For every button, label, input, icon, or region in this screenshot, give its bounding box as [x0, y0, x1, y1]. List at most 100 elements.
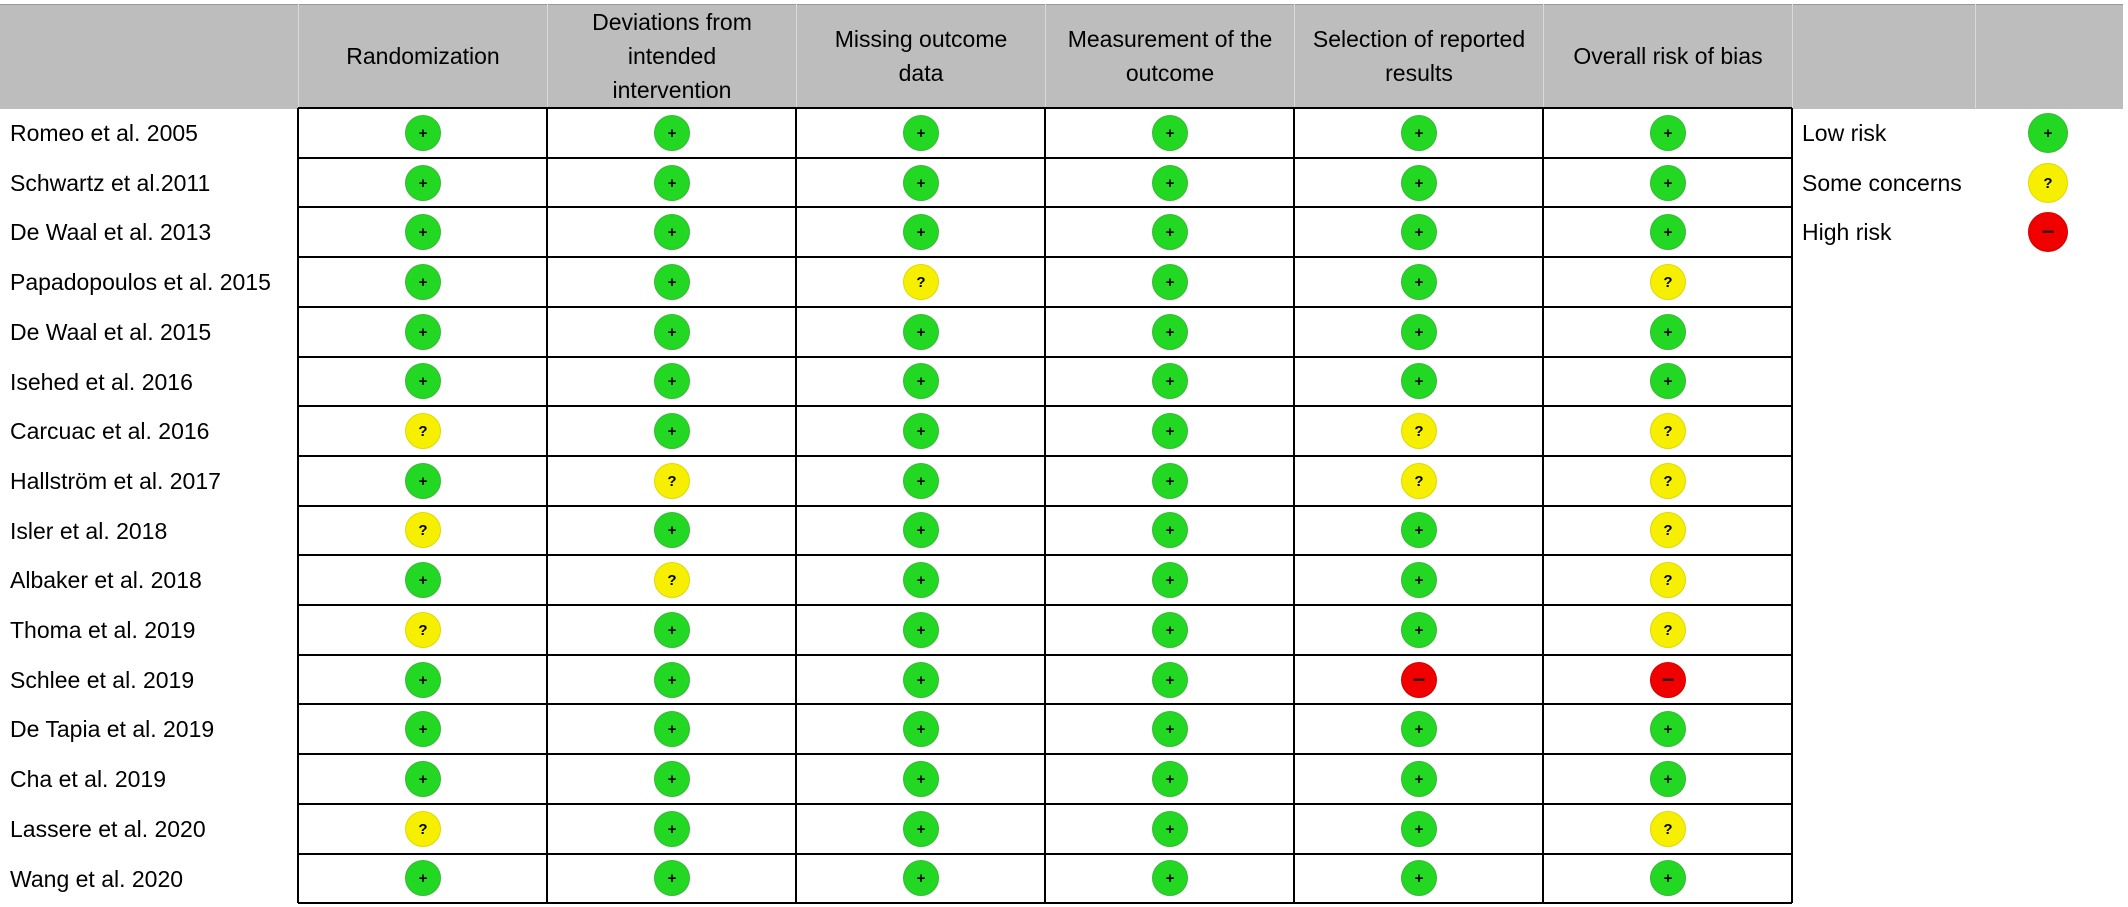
- legend-label-some: Some concerns: [1802, 170, 1962, 196]
- study-label: Schwartz et al.2011: [10, 170, 211, 196]
- study-label: Romeo et al. 2005: [10, 120, 198, 146]
- row-divider: [298, 902, 1792, 904]
- rating-low-marker: +: [654, 413, 690, 449]
- rating-low-marker: +: [1401, 811, 1437, 847]
- rating-low-marker: +: [1650, 214, 1686, 250]
- rating-some-marker: ?: [1650, 612, 1686, 648]
- rating-low-marker: +: [1650, 860, 1686, 896]
- rating-low-marker: +: [1152, 612, 1188, 648]
- rating-low-marker: +: [1152, 115, 1188, 151]
- rating-low-marker: +: [654, 264, 690, 300]
- rating-low-marker: +: [654, 761, 690, 797]
- study-label: De Waal et al. 2013: [10, 219, 212, 245]
- column-divider: [795, 108, 797, 903]
- rating-low-marker: +: [903, 811, 939, 847]
- rating-some-marker: ?: [405, 512, 441, 548]
- rating-low-marker: +: [903, 662, 939, 698]
- rating-low-marker: +: [903, 711, 939, 747]
- study-label: Papadopoulos et al. 2015: [10, 269, 271, 295]
- rating-low-marker: +: [1401, 314, 1437, 350]
- study-label: Cha et al. 2019: [10, 766, 167, 792]
- rating-low-marker: +: [903, 463, 939, 499]
- rating-low-marker: +: [654, 662, 690, 698]
- rating-low-marker: +: [654, 214, 690, 250]
- column-header-label: Randomization: [346, 43, 500, 69]
- rating-low-marker: +: [1152, 214, 1188, 250]
- study-label: De Waal et al. 2015: [10, 319, 212, 345]
- column-header-label: Overall risk of bias: [1573, 43, 1763, 69]
- rating-low-marker: +: [405, 860, 441, 896]
- rating-low-marker: +: [903, 860, 939, 896]
- legend-low-marker: +: [2028, 113, 2068, 153]
- legend-some-marker: ?: [2028, 163, 2068, 203]
- rating-low-marker: +: [1401, 512, 1437, 548]
- column-divider: [1044, 108, 1046, 903]
- rating-low-marker: +: [1401, 214, 1437, 250]
- rating-low-marker: +: [1152, 662, 1188, 698]
- study-label: Thoma et al. 2019: [10, 617, 196, 643]
- rating-low-marker: +: [405, 165, 441, 201]
- rating-low-marker: +: [654, 363, 690, 399]
- rating-low-marker: +: [1401, 562, 1437, 598]
- rating-low-marker: +: [903, 214, 939, 250]
- rating-low-marker: +: [405, 463, 441, 499]
- column-header-label: Missing outcome data: [834, 26, 1008, 86]
- column-divider: [546, 108, 548, 903]
- column-header: Overall risk of bias: [1543, 4, 1792, 108]
- study-label: Albaker et al. 2018: [10, 567, 202, 593]
- rating-some-marker: ?: [1650, 413, 1686, 449]
- rating-some-marker: ?: [1401, 463, 1437, 499]
- column-header: Deviations from intended intervention: [547, 4, 796, 108]
- rating-low-marker: +: [405, 711, 441, 747]
- rating-low-marker: +: [654, 711, 690, 747]
- rating-some-marker: ?: [1401, 413, 1437, 449]
- column-divider: [1542, 108, 1544, 903]
- rating-low-marker: +: [1650, 115, 1686, 151]
- rating-low-marker: +: [1401, 264, 1437, 300]
- study-label: Isehed et al. 2016: [10, 369, 193, 395]
- column-divider: [297, 108, 299, 903]
- study-label: Hallström et al. 2017: [10, 468, 221, 494]
- column-header: Measurement of the outcome: [1045, 4, 1294, 108]
- rating-low-marker: +: [1152, 413, 1188, 449]
- rating-some-marker: ?: [1650, 512, 1686, 548]
- rating-low-marker: +: [405, 363, 441, 399]
- legend-label-high: High risk: [1802, 219, 1892, 245]
- rating-low-marker: +: [654, 860, 690, 896]
- rating-low-marker: +: [654, 612, 690, 648]
- rating-low-marker: +: [903, 363, 939, 399]
- rating-low-marker: +: [1152, 363, 1188, 399]
- legend-high-marker: −: [2028, 212, 2068, 252]
- study-label: Carcuac et al. 2016: [10, 418, 210, 444]
- rating-low-marker: +: [1152, 314, 1188, 350]
- column-header: Randomization: [298, 4, 547, 108]
- rating-high-marker: −: [1650, 662, 1686, 698]
- rating-low-marker: +: [1152, 463, 1188, 499]
- rating-low-marker: +: [1401, 115, 1437, 151]
- rating-some-marker: ?: [654, 562, 690, 598]
- rating-low-marker: +: [903, 115, 939, 151]
- rating-low-marker: +: [1401, 612, 1437, 648]
- rating-low-marker: +: [903, 761, 939, 797]
- rating-low-marker: +: [903, 612, 939, 648]
- rating-low-marker: +: [654, 165, 690, 201]
- rating-low-marker: +: [1401, 761, 1437, 797]
- rating-low-marker: +: [1152, 711, 1188, 747]
- rating-low-marker: +: [405, 761, 441, 797]
- column-header-label: Selection of reported results: [1312, 26, 1526, 86]
- header-bar: [0, 4, 2123, 109]
- rating-low-marker: +: [1650, 761, 1686, 797]
- rating-low-marker: +: [903, 413, 939, 449]
- rating-low-marker: +: [1401, 165, 1437, 201]
- rating-low-marker: +: [654, 314, 690, 350]
- rating-low-marker: +: [1152, 264, 1188, 300]
- rating-low-marker: +: [1401, 363, 1437, 399]
- rating-low-marker: +: [405, 662, 441, 698]
- rating-some-marker: ?: [903, 264, 939, 300]
- rating-some-marker: ?: [405, 612, 441, 648]
- column-header: Missing outcome data: [796, 4, 1045, 108]
- study-label: De Tapia et al. 2019: [10, 716, 215, 742]
- rating-low-marker: +: [1152, 562, 1188, 598]
- rating-low-marker: +: [1152, 761, 1188, 797]
